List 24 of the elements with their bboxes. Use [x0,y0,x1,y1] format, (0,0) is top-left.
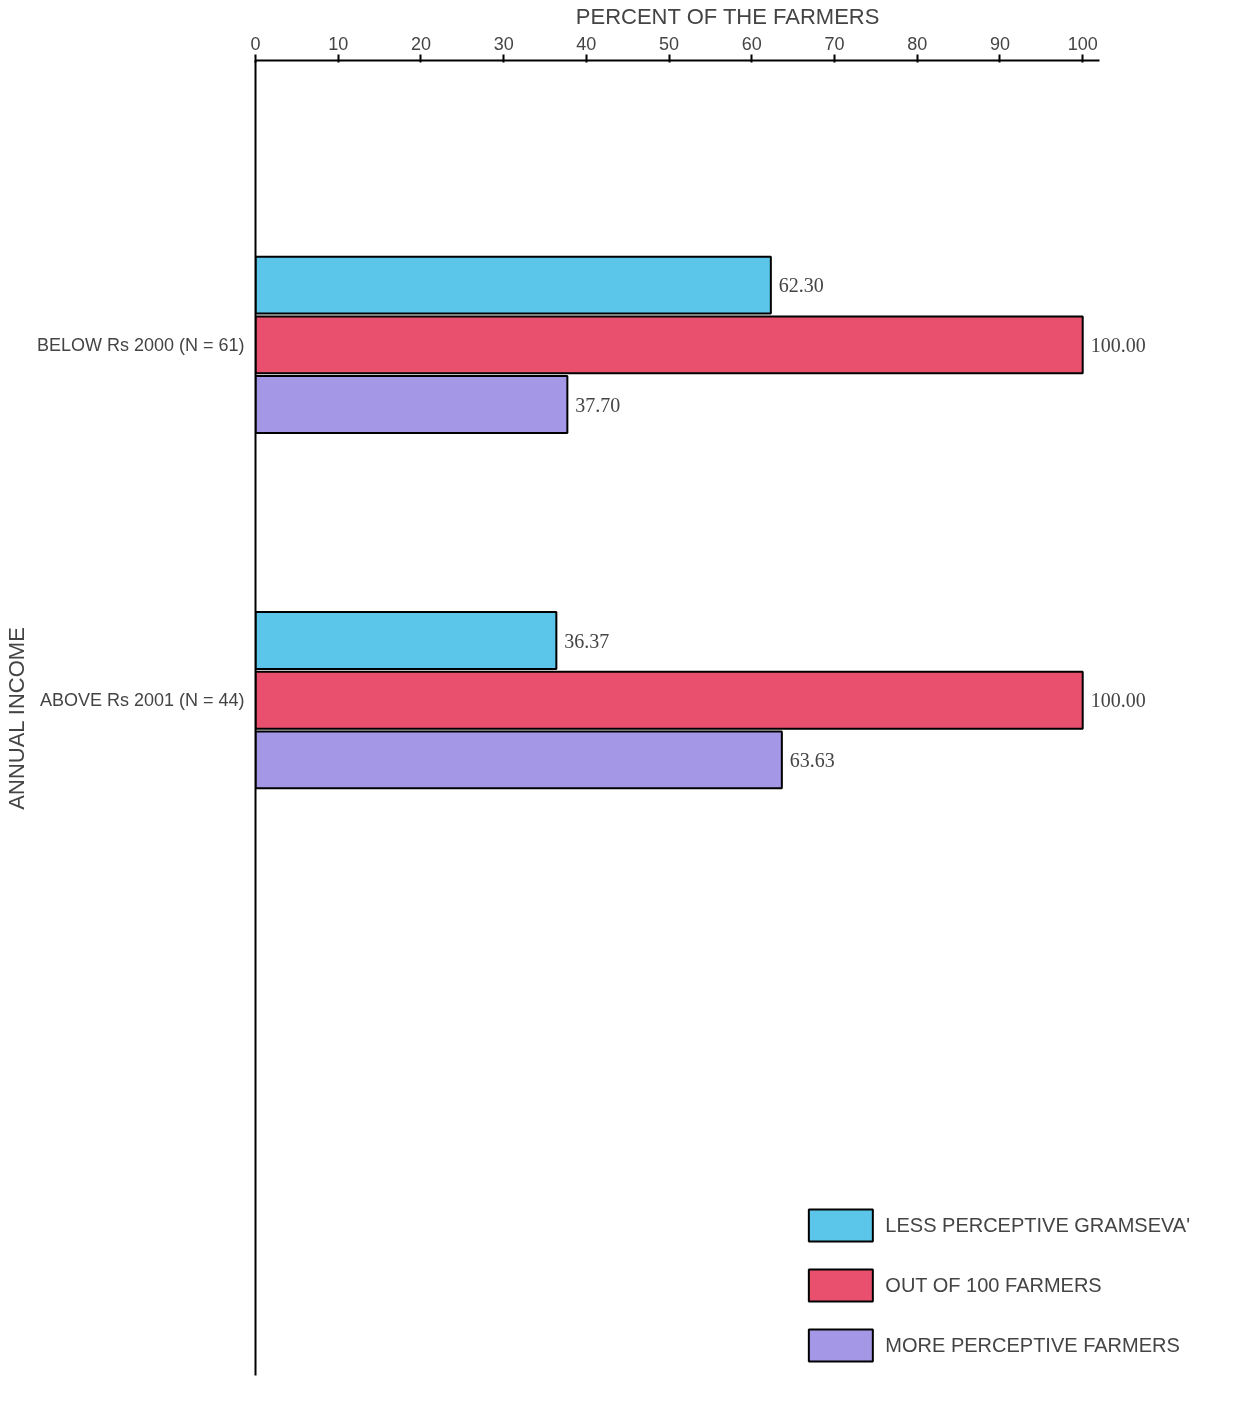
x-tick-label: 0 [250,33,261,54]
data-label: 36.37 [564,629,610,652]
y-tick-label: BELOW Rs 2000 (N = 61) [36,334,245,355]
data-label: 100.00 [1090,689,1146,712]
data-label: 100.00 [1090,333,1146,356]
x-tick-label: 70 [824,33,845,54]
x-tick-label: 40 [576,33,597,54]
x-axis-title: PERCENT OF THE FARMERS [575,3,880,29]
legend-label: LESS PERCEPTIVE GRAMSEVA' [885,1213,1190,1237]
x-tick-label: 80 [907,33,928,54]
legend-label: MORE PERCEPTIVE FARMERS [885,1333,1180,1357]
x-tick-label: 100 [1067,33,1098,54]
x-tick-label: 90 [989,33,1011,54]
data-label: 37.70 [575,393,621,416]
data-label: 63.63 [789,748,835,771]
data-label: 62.30 [778,274,824,297]
x-tick-label: 60 [741,33,762,54]
y-axis-title: ANNUAL INCOME [3,627,29,810]
x-tick-label: 10 [328,33,349,54]
x-tick-label: 20 [410,33,431,54]
x-tick-label: 50 [659,33,680,54]
x-tick-label: 30 [493,33,514,54]
legend-label: OUT OF 100 FARMERS [885,1273,1102,1297]
y-tick-label: ABOVE Rs 2001 (N = 44) [39,690,245,711]
